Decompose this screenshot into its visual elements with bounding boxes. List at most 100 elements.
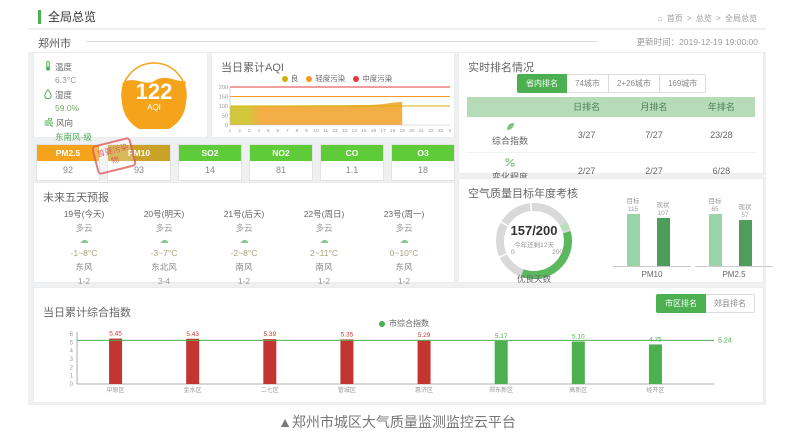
target-bar bbox=[627, 214, 640, 266]
breadcrumb-item[interactable]: 全局总览 bbox=[725, 14, 757, 23]
forecast-weather: 多云 bbox=[235, 223, 253, 233]
area-ranking-tabs: 市区排名 郊县排名 bbox=[656, 294, 755, 313]
ranking-title: 实时排名情况 bbox=[468, 62, 534, 74]
weather-item-value: 6.3°C bbox=[55, 75, 77, 85]
forecast-day: 23号(周一) 多云 ☁ 0~10°C 东风 1-2 bbox=[364, 207, 444, 288]
svg-text:16: 16 bbox=[371, 128, 377, 134]
forecast-day: 20号(明天) 多云 ☁ -3~7°C 东北风 3-4 bbox=[124, 207, 204, 288]
cloud-icon: ☁ bbox=[239, 235, 249, 245]
weather-panel: 温度 6.3°C 湿度 59.0% 风向 东南风-级 122 AQI bbox=[33, 52, 208, 142]
assessment-bar-group-PM10: 目标 115 现状 107 PM10 bbox=[609, 195, 695, 279]
current-bar bbox=[739, 220, 752, 266]
cloud-icon: ☁ bbox=[399, 235, 409, 245]
forecast-date: 19号(今天) bbox=[63, 209, 105, 219]
area-tab-市区排名[interactable]: 市区排名 bbox=[656, 294, 706, 313]
svg-text:23: 23 bbox=[438, 128, 444, 134]
breadcrumb-separator: > bbox=[713, 14, 723, 23]
svg-text:惠济区: 惠济区 bbox=[415, 386, 433, 394]
weather-item: 温度 6.3°C bbox=[44, 61, 122, 85]
ranking-column-header: 日排名 bbox=[553, 97, 621, 117]
ranking-tab-省内排名[interactable]: 省内排名 bbox=[517, 74, 567, 93]
forecast-temp: -2~8°C bbox=[230, 248, 258, 258]
forecast-weather: 多云 bbox=[155, 223, 173, 233]
svg-text:17: 17 bbox=[380, 128, 386, 134]
good-days-gauge: 157/200 今年还剩12天 0 200 优良天数 bbox=[471, 197, 597, 284]
svg-text:0: 0 bbox=[225, 123, 228, 129]
daily-aqi-panel: 当日累计AQI 良轻度污染 中度污染 0 50 100 150 200 1 2 3 4 5 6 7 8 9 1… bbox=[211, 52, 455, 138]
svg-text:13: 13 bbox=[342, 128, 348, 134]
ranking-row-name: 综合指数 bbox=[491, 136, 528, 146]
forecast-wind: 东北风 bbox=[151, 262, 177, 272]
svg-text:11: 11 bbox=[323, 128, 328, 134]
svg-text:2: 2 bbox=[238, 128, 241, 134]
assessment-bar-group-PM2.5: 目标 65 现状 57 PM2.5 bbox=[691, 195, 777, 279]
daily-index-panel: 市区排名 郊县排名 当日累计综合指数 市综合指数 0 1 2 3 4 5 6 5.45 中原区 5.… bbox=[33, 287, 764, 403]
svg-text:14: 14 bbox=[352, 128, 358, 134]
legend-label: 中度污染 bbox=[362, 74, 393, 83]
svg-text:20: 20 bbox=[409, 128, 415, 134]
svg-text:15: 15 bbox=[361, 128, 367, 134]
bar-group-name: PM2.5 bbox=[722, 270, 746, 279]
gauge-note: 今年还剩12天 bbox=[514, 242, 554, 249]
svg-text:18: 18 bbox=[390, 128, 396, 134]
forecast-wind: 东风 bbox=[75, 262, 93, 272]
forecast-temp: -1~8°C bbox=[70, 248, 98, 258]
ranking-tabs: 省内排名 74城市 2+26城市 169城市 bbox=[517, 74, 707, 93]
assessment-title: 空气质量目标年度考核 bbox=[468, 188, 578, 200]
ranking-tab-169城市[interactable]: 169城市 bbox=[659, 74, 707, 93]
svg-text:1: 1 bbox=[229, 128, 232, 134]
ranking-cell: 23/28 bbox=[687, 117, 755, 153]
svg-text:高新区: 高新区 bbox=[569, 386, 587, 394]
ranking-column-header: 月排名 bbox=[620, 97, 688, 117]
svg-text:10: 10 bbox=[313, 128, 319, 134]
ranking-tab-74城市[interactable]: 74城市 bbox=[567, 74, 609, 93]
svg-text:150: 150 bbox=[219, 95, 228, 101]
weather-item-head: 湿度 bbox=[44, 88, 122, 101]
svg-text:5.39: 5.39 bbox=[263, 331, 276, 338]
svg-text:5: 5 bbox=[70, 340, 74, 346]
forecast-wind-force: 3-4 bbox=[157, 276, 171, 286]
pollutant-value: 92 bbox=[62, 165, 73, 175]
pollutant-value: 93 bbox=[133, 165, 144, 175]
pollutant-value: 1.1 bbox=[345, 165, 359, 175]
weather-item-head: 风向 bbox=[44, 117, 122, 129]
forecast-wind: 东风 bbox=[395, 262, 413, 272]
svg-text:5.17: 5.17 bbox=[495, 333, 508, 340]
ranking-cell: 3/27 bbox=[553, 117, 621, 153]
ranking-table: 日排名 月排名 年排名 综合指数 3/27 7/27 23/28 变化程度 2/27 2/27 6/… bbox=[467, 97, 755, 189]
weather-item-label: 风向 bbox=[56, 118, 74, 128]
svg-text:中原区: 中原区 bbox=[107, 386, 125, 394]
svg-text:5.35: 5.35 bbox=[341, 331, 354, 338]
droplet-icon bbox=[44, 88, 52, 101]
weather-item: 风向 东南风-级 bbox=[44, 117, 122, 143]
target-label: 目标 115 bbox=[626, 198, 640, 213]
change-degree-icon bbox=[505, 158, 515, 169]
breadcrumb-item[interactable]: 首页 bbox=[666, 14, 683, 23]
forecast-days: 19号(今天) 多云 ☁ -1~8°C 东风 1-2 20号(明天) 多云 ☁ -3~7°C 东北风… bbox=[44, 207, 444, 288]
current-bar bbox=[657, 218, 670, 266]
pollutant-value: 14 bbox=[204, 165, 215, 175]
breadcrumb-item[interactable]: 总览 bbox=[695, 14, 712, 23]
weather-stats: 温度 6.3°C 湿度 59.0% 风向 东南风-级 bbox=[44, 61, 122, 147]
svg-text:8: 8 bbox=[296, 128, 299, 134]
area-tab-郊县排名[interactable]: 郊县排名 bbox=[706, 294, 755, 313]
svg-text:9: 9 bbox=[305, 128, 308, 134]
svg-text:4: 4 bbox=[70, 349, 74, 355]
legend-dot bbox=[306, 76, 313, 82]
ranking-column-header bbox=[467, 97, 553, 117]
ranking-grid: 日排名 月排名 年排名 综合指数 3/27 7/27 23/28 变化程度 2/27 2/27 6/… bbox=[467, 97, 755, 189]
svg-text:郑东新区: 郑东新区 bbox=[489, 386, 513, 394]
gauge-value: 157/200 bbox=[510, 223, 558, 238]
ranking-tab-2+26城市[interactable]: 2+26城市 bbox=[608, 74, 660, 93]
svg-text:50: 50 bbox=[222, 114, 228, 120]
ranking-row-name: 变化程度 bbox=[491, 172, 528, 182]
bar-group-name: PM10 bbox=[641, 270, 663, 279]
cloud-icon: ☁ bbox=[159, 235, 169, 245]
baseline bbox=[613, 266, 691, 267]
svg-text:5.24: 5.24 bbox=[718, 337, 732, 344]
pollutant-name: PM2.5 bbox=[37, 145, 99, 161]
legend-label: 轻度污染 bbox=[315, 74, 346, 83]
forecast-weather: 多云 bbox=[75, 223, 93, 233]
assessment-panel: 空气质量目标年度考核 157/200 今年还剩12天 0 200 优良天数 目标… bbox=[458, 178, 773, 284]
aqi-circle: 122 AQI bbox=[120, 61, 188, 133]
